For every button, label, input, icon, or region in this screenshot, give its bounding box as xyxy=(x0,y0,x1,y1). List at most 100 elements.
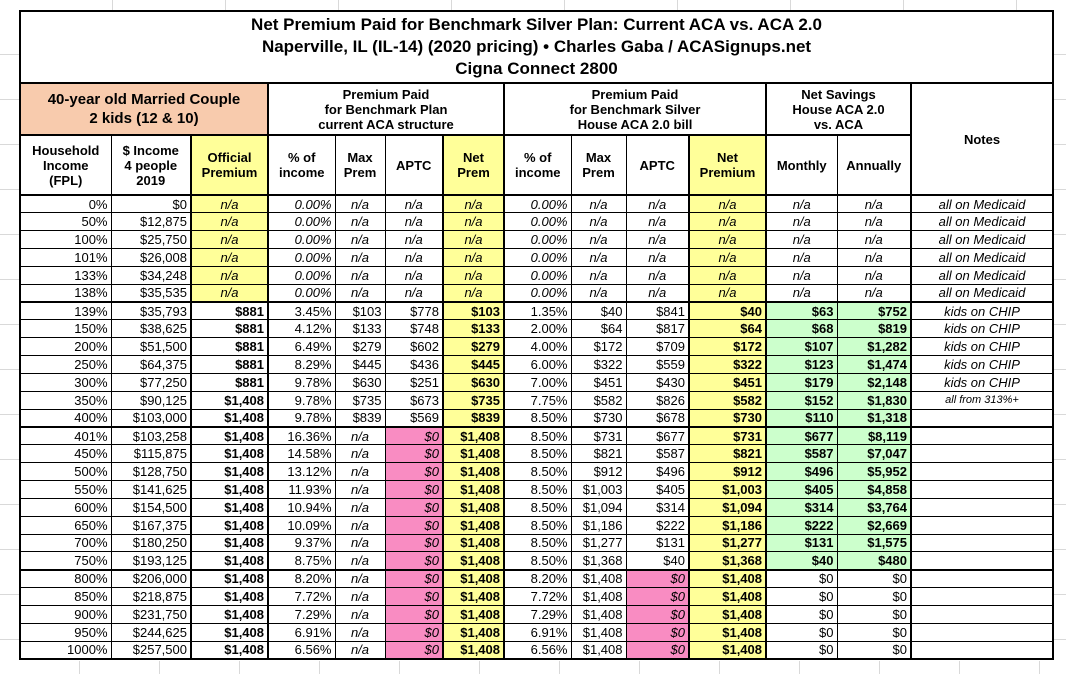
cell-max2: $64 xyxy=(570,319,627,339)
table-row: 139% $35,793 $881 3.45% $103 $778 $103 1.35% $40… xyxy=(19,301,1054,321)
cell-notes: all on Medicaid xyxy=(909,283,1054,304)
cell-net1: $1,408 xyxy=(442,480,505,499)
cell-pct1: 8.29% xyxy=(267,355,336,374)
cell-pct2: 0.00% xyxy=(503,283,572,304)
table-row: 50% $12,875 n/a 0.00% n/a n/a n/a 0.00% n/a n/a n/… xyxy=(19,212,1054,232)
cell-net1: $1,408 xyxy=(442,533,505,553)
cell-aptc1: $748 xyxy=(384,319,444,339)
col-header-net1: Net Prem xyxy=(442,134,505,196)
cell-aptc2: $0 xyxy=(625,622,690,642)
cell-aptc2: $0 xyxy=(625,604,690,624)
cell-net1: n/a xyxy=(442,230,505,250)
cell-pct2: 6.91% xyxy=(503,622,572,642)
cell-income: $193,125 xyxy=(110,551,192,571)
cell-max1: $630 xyxy=(334,372,386,392)
cell-official: n/a xyxy=(190,283,269,304)
cell-fpl: 700% xyxy=(19,533,112,553)
cell-fpl: 50% xyxy=(19,212,112,232)
cell-aptc2: $826 xyxy=(625,390,690,410)
cell-income: $115,875 xyxy=(110,444,192,464)
cell-aptc1: n/a xyxy=(384,283,444,304)
cell-annually: $0 xyxy=(836,622,912,642)
cell-net1: n/a xyxy=(442,194,505,214)
cell-monthly: $0 xyxy=(765,587,838,606)
cell-annually: $1,474 xyxy=(836,355,912,374)
cell-pct1: 6.91% xyxy=(267,622,336,642)
cell-net1: $735 xyxy=(442,390,505,410)
cell-fpl: 750% xyxy=(19,551,112,571)
col-header-aptc2: APTC xyxy=(625,134,690,196)
table-row: 450% $115,875 $1,408 14.58% n/a $0 $1,408 8.50%… xyxy=(19,444,1054,464)
cell-annually: $0 xyxy=(836,640,912,660)
cell-aptc1: $0 xyxy=(384,515,444,535)
cell-max2: $40 xyxy=(570,301,627,321)
cell-net1: $1,408 xyxy=(442,587,505,606)
cell-max2: n/a xyxy=(570,230,627,250)
cell-official: $1,408 xyxy=(190,444,269,464)
cell-fpl: 0% xyxy=(19,194,112,214)
cell-pct2: 1.35% xyxy=(503,301,572,321)
cell-pct1: 9.78% xyxy=(267,408,336,428)
cell-max2: n/a xyxy=(570,283,627,304)
cell-official: $1,408 xyxy=(190,587,269,606)
cell-net1: $1,408 xyxy=(442,462,505,481)
cell-aptc1: $436 xyxy=(384,355,444,374)
cell-max1: n/a xyxy=(334,533,386,553)
cell-net2: $1,368 xyxy=(688,551,767,571)
cell-annually: $0 xyxy=(836,604,912,624)
cell-fpl: 401% xyxy=(19,426,112,446)
cell-aptc2: n/a xyxy=(625,248,690,267)
cell-max1: $103 xyxy=(334,301,386,321)
cell-net2: $1,408 xyxy=(688,587,767,606)
grid-margin-left xyxy=(0,10,19,661)
cell-official: $1,408 xyxy=(190,551,269,571)
cell-aptc2: n/a xyxy=(625,212,690,232)
cell-notes xyxy=(909,551,1054,571)
cell-annually: $5,952 xyxy=(836,462,912,481)
cell-monthly: n/a xyxy=(765,265,838,285)
cell-aptc2: $222 xyxy=(625,515,690,535)
cell-max1: $445 xyxy=(334,355,386,374)
cell-monthly: $179 xyxy=(765,372,838,392)
cell-aptc1: $0 xyxy=(384,640,444,660)
cell-aptc1: n/a xyxy=(384,212,444,232)
cell-max2: $912 xyxy=(570,462,627,481)
cell-aptc2: $0 xyxy=(625,587,690,606)
cell-monthly: $68 xyxy=(765,319,838,339)
cell-monthly: n/a xyxy=(765,212,838,232)
cell-fpl: 400% xyxy=(19,408,112,428)
cell-pct1: 0.00% xyxy=(267,194,336,214)
cell-net2: $1,408 xyxy=(688,604,767,624)
cell-pct1: 9.78% xyxy=(267,390,336,410)
table-row: 138% $35,535 n/a 0.00% n/a n/a n/a 0.00% n/a n/a n… xyxy=(19,283,1054,304)
cell-fpl: 200% xyxy=(19,337,112,357)
notes-column-header: Notes xyxy=(909,82,1054,196)
cell-annually: n/a xyxy=(836,248,912,267)
cell-monthly: n/a xyxy=(765,248,838,267)
cell-max2: $172 xyxy=(570,337,627,357)
column-header-row: Household Income (FPL) $ Income 4 people… xyxy=(19,134,1053,196)
cell-pct1: 14.58% xyxy=(267,444,336,464)
cell-max1: n/a xyxy=(334,551,386,571)
col-header-pct2: % of income xyxy=(503,134,572,196)
cell-official: $1,408 xyxy=(190,533,269,553)
cell-fpl: 350% xyxy=(19,390,112,410)
cell-max2: $1,003 xyxy=(570,480,627,499)
cell-aptc2: $841 xyxy=(625,301,690,321)
cell-notes: all on Medicaid xyxy=(909,230,1054,250)
cell-aptc1: $0 xyxy=(384,444,444,464)
cell-pct2: 8.50% xyxy=(503,497,572,517)
cell-notes: all on Medicaid xyxy=(909,212,1054,232)
table-row: 750% $193,125 $1,408 8.75% n/a $0 $1,408 8.50% $… xyxy=(19,551,1054,571)
cell-pct1: 13.12% xyxy=(267,462,336,481)
cell-official: n/a xyxy=(190,230,269,250)
cell-income: $35,793 xyxy=(110,301,192,321)
table-row: 250% $64,375 $881 8.29% $445 $436 $445 6.00% $32… xyxy=(19,355,1054,374)
cell-pct2: 0.00% xyxy=(503,265,572,285)
cell-notes xyxy=(909,444,1054,464)
cell-aptc2: $817 xyxy=(625,319,690,339)
cell-pct2: 8.50% xyxy=(503,462,572,481)
cell-monthly: $63 xyxy=(765,301,838,321)
cell-net1: $445 xyxy=(442,355,505,374)
cell-fpl: 300% xyxy=(19,372,112,392)
